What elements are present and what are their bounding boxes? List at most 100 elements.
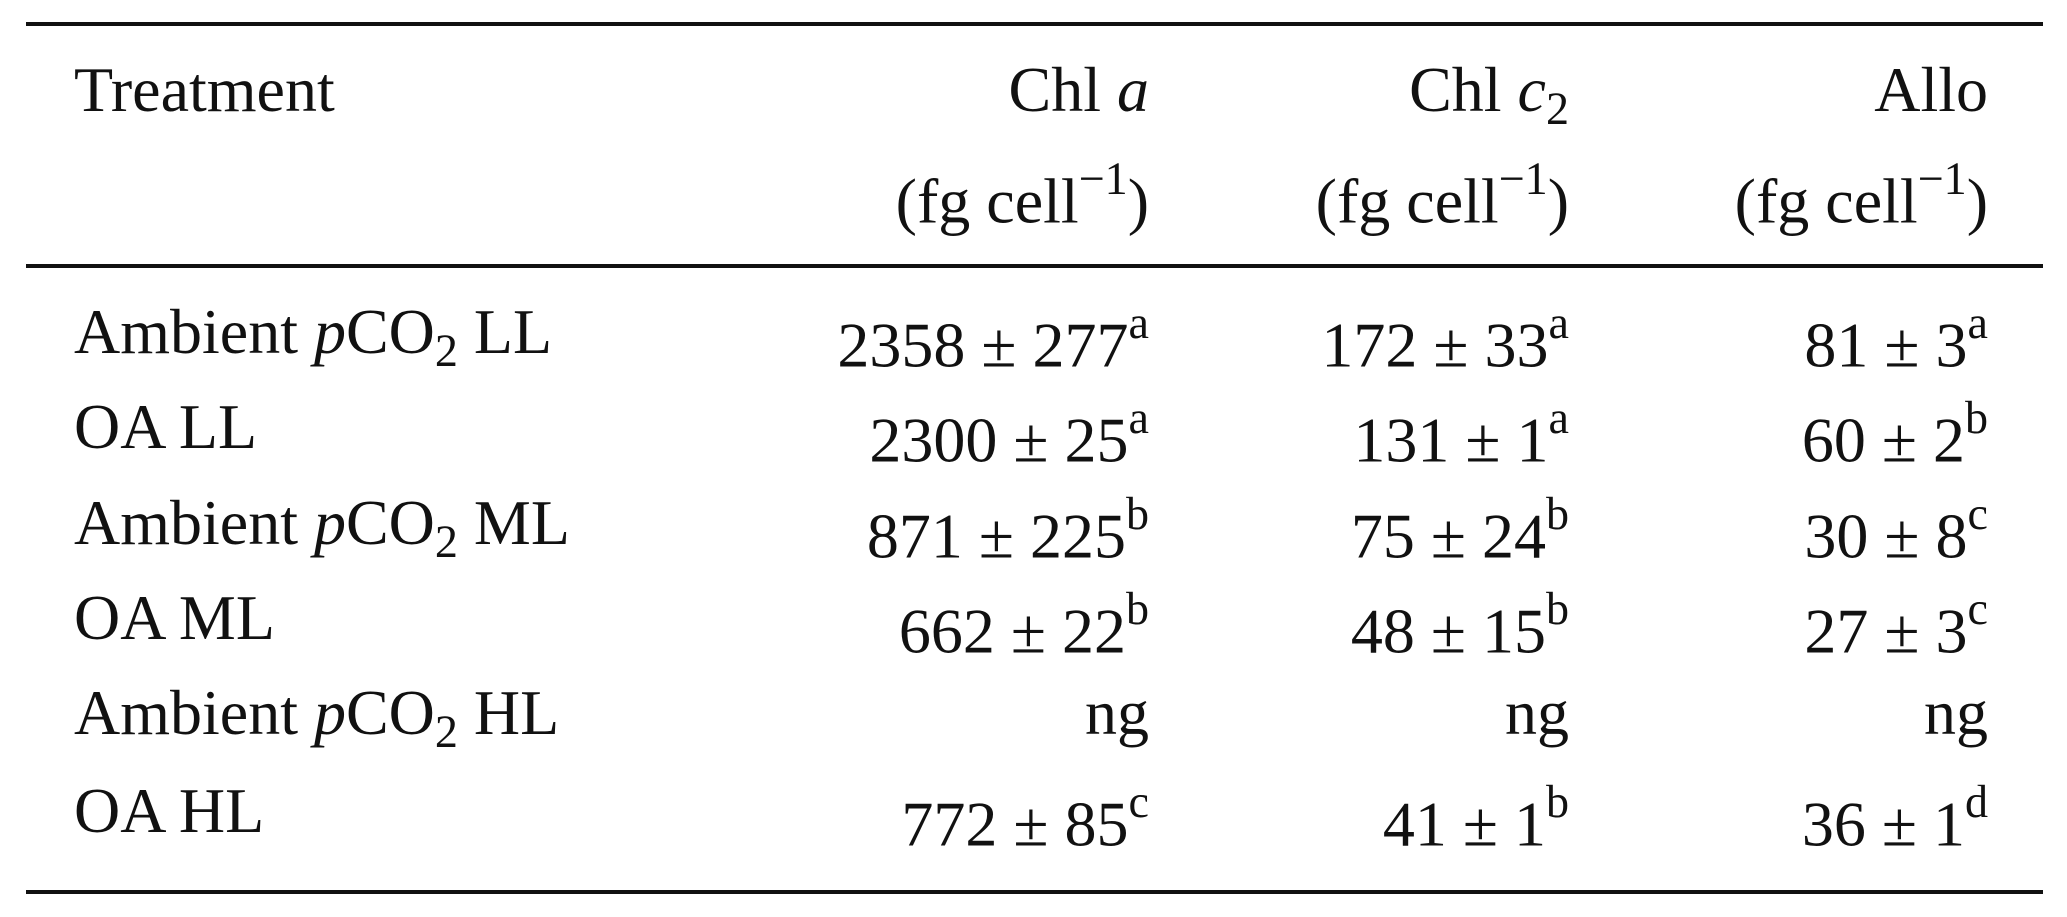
value-cell: ng [1924,681,1988,745]
value-cell: 30 ± 8c [1804,488,1988,572]
treatment-cell: Ambient pCO2 LL [74,300,552,374]
value-text: 662 ± 22 [898,595,1126,667]
value-cell: ng [1505,681,1569,745]
group-letter: a [1128,392,1149,443]
text-segment: Treatment [74,54,335,125]
value-text: 36 ± 1 [1801,788,1965,860]
value-cell: 2358 ± 277a [837,297,1149,381]
value-cell: 48 ± 15b [1350,583,1569,667]
value-text: ng [1505,677,1569,748]
text-segment: 2 [434,705,458,757]
text-segment: −1 [1078,153,1128,204]
text-segment: −1 [1498,153,1548,204]
text-segment: −1 [1917,153,1967,204]
group-letter: c [1967,488,1988,539]
value-text: 2300 ± 25 [869,404,1129,476]
value-text: 172 ± 33 [1321,309,1549,381]
value-text: 41 ± 1 [1382,788,1546,860]
value-text: 30 ± 8 [1804,500,1968,572]
group-letter: a [1548,392,1569,443]
text-segment: CO [345,487,435,558]
text-segment: 2 [434,324,458,376]
text-segment: ) [1547,165,1569,237]
value-text: 75 ± 24 [1350,500,1546,572]
treatment-cell: OA HL [74,779,264,843]
group-letter: b [1545,583,1569,634]
column-header: Chl c2 [1409,58,1569,132]
value-text: ng [1924,677,1988,748]
text-segment: Allo [1874,54,1988,125]
top-rule [26,22,2043,26]
text-segment: (fg cell [895,165,1079,237]
text-segment: Ambient [74,677,314,748]
group-letter: a [1128,297,1149,348]
text-segment: Chl [1409,54,1518,125]
text-segment: LL [457,296,553,367]
value-text: 2358 ± 277 [837,309,1129,381]
column-header: Chl a [1009,58,1149,122]
value-cell: 172 ± 33a [1321,297,1569,381]
column-unit: (fg cell−1) [1734,153,1988,237]
header-rule [26,264,2043,268]
value-cell: 772 ± 85c [901,776,1149,860]
value-cell: 131 ± 1a [1353,392,1569,476]
text-segment: OA ML [74,582,275,653]
value-text: 48 ± 15 [1350,595,1546,667]
text-segment: 2 [1545,82,1569,134]
text-segment: Chl [1008,54,1117,125]
column-header: Allo [1874,58,1988,122]
value-text: ng [1085,677,1149,748]
group-letter: c [1967,583,1988,634]
group-letter: a [1548,297,1569,348]
text-segment: p [313,487,346,558]
treatment-cell: OA LL [74,395,257,459]
value-cell: 41 ± 1b [1382,776,1569,860]
text-segment: c [1517,54,1546,125]
column-unit: (fg cell−1) [895,153,1149,237]
treatment-cell: Ambient pCO2 ML [74,491,570,565]
value-text: 27 ± 3 [1804,595,1968,667]
value-cell: 27 ± 3c [1804,583,1988,667]
treatment-cell: OA ML [74,586,275,650]
group-letter: b [1125,583,1149,634]
text-segment: ) [1966,165,1988,237]
group-letter: a [1967,297,1988,348]
text-segment: HL [457,677,560,748]
group-letter: b [1964,392,1988,443]
value-cell: 81 ± 3a [1804,297,1988,381]
text-segment: ) [1127,165,1149,237]
text-segment: Ambient [74,296,314,367]
value-cell: 36 ± 1d [1801,776,1988,860]
column-header: Treatment [74,58,335,122]
text-segment: Ambient [74,487,314,558]
value-text: 772 ± 85 [901,788,1129,860]
text-segment: CO [345,677,435,748]
text-segment: p [313,677,346,748]
text-segment: OA LL [74,391,258,462]
group-letter: b [1125,488,1149,539]
text-segment: a [1117,54,1149,125]
text-segment: (fg cell [1315,165,1499,237]
text-segment: ML [457,487,570,558]
value-text: 60 ± 2 [1801,404,1965,476]
text-segment: CO [345,296,435,367]
value-cell: 75 ± 24b [1350,490,1569,572]
value-text: 131 ± 1 [1353,404,1549,476]
value-cell: 60 ± 2b [1801,392,1988,476]
value-cell: 2300 ± 25a [869,392,1149,476]
value-text: 81 ± 3 [1804,309,1968,381]
text-segment: p [313,296,346,367]
group-letter: d [1964,776,1988,827]
text-segment: 2 [434,515,458,567]
text-segment: (fg cell [1734,165,1918,237]
value-cell: 662 ± 22b [898,583,1149,667]
group-letter: c [1128,776,1149,827]
value-cell: ng [1085,681,1149,745]
group-letter: b [1545,776,1569,827]
value-cell: 871 ± 225b [866,488,1149,572]
value-text: 871 ± 225 [866,500,1126,572]
text-segment: OA HL [74,775,265,846]
treatment-cell: Ambient pCO2 HL [74,681,559,755]
bottom-rule [26,890,2043,894]
